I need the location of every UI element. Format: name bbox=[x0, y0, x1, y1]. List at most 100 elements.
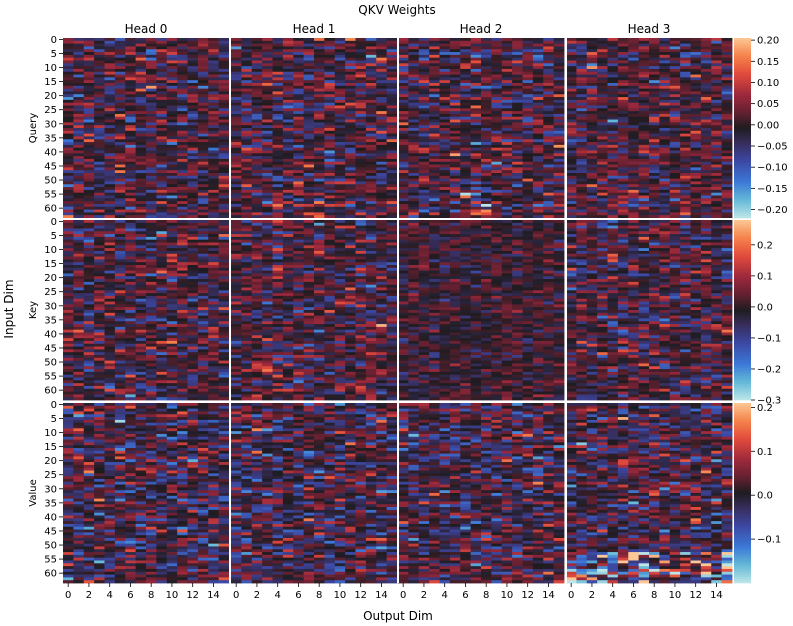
heatmap-cell bbox=[63, 193, 74, 196]
heatmap-cell bbox=[608, 162, 619, 165]
heatmap-cell bbox=[345, 131, 356, 134]
heatmap-cell bbox=[84, 153, 95, 156]
heatmap-cell bbox=[94, 167, 105, 170]
heatmap-cell bbox=[177, 165, 188, 168]
heatmap-cell bbox=[304, 148, 315, 151]
heatmap-cell bbox=[94, 145, 105, 148]
heatmap-cell bbox=[304, 120, 315, 123]
heatmap-cell bbox=[356, 207, 367, 210]
heatmap-cell bbox=[84, 75, 95, 78]
heatmap-cell bbox=[304, 198, 315, 201]
heatmap-cell bbox=[576, 198, 587, 201]
heatmap-cell bbox=[94, 293, 105, 296]
heatmap-cell bbox=[146, 251, 157, 254]
heatmap-cell bbox=[608, 165, 619, 168]
heatmap-cell bbox=[105, 176, 116, 179]
heatmap-cell bbox=[115, 165, 126, 168]
heatmap-cell bbox=[63, 352, 74, 355]
heatmap-cell bbox=[115, 108, 126, 111]
heatmap-cell bbox=[219, 349, 230, 352]
heatmap-cell bbox=[188, 226, 199, 229]
heatmap-cell bbox=[450, 173, 461, 176]
heatmap-cell bbox=[136, 285, 147, 288]
heatmap-cell bbox=[105, 248, 116, 251]
heatmap-cell bbox=[293, 153, 304, 156]
heatmap-cell bbox=[252, 52, 263, 55]
heatmap-cell bbox=[523, 89, 534, 92]
heatmap-cell bbox=[345, 167, 356, 170]
heatmap-cell bbox=[576, 49, 587, 52]
heatmap-cell bbox=[125, 196, 136, 199]
heatmap-cell bbox=[366, 170, 377, 173]
heatmap-cell bbox=[460, 207, 471, 210]
heatmap-cell bbox=[376, 198, 387, 201]
heatmap-cell bbox=[73, 162, 84, 165]
heatmap-cell bbox=[429, 210, 440, 213]
heatmap-cell bbox=[471, 173, 482, 176]
heatmap-cell bbox=[460, 100, 471, 103]
heatmap-cell bbox=[491, 176, 502, 179]
heatmap-cell bbox=[419, 156, 430, 159]
heatmap-cell bbox=[177, 120, 188, 123]
heatmap-cell bbox=[314, 134, 325, 137]
heatmap-cell bbox=[146, 103, 157, 106]
heatmap-cell bbox=[639, 139, 650, 142]
heatmap-cell bbox=[167, 268, 178, 271]
heatmap-cell bbox=[356, 212, 367, 215]
heatmap-cell bbox=[711, 75, 722, 78]
heatmap-cell bbox=[115, 369, 126, 372]
heatmap-cell bbox=[136, 63, 147, 66]
heatmap-cell bbox=[345, 212, 356, 215]
heatmap-cell bbox=[63, 75, 74, 78]
heatmap-cell bbox=[208, 184, 219, 187]
heatmap-cell bbox=[273, 55, 284, 58]
heatmap-cell bbox=[293, 72, 304, 75]
heatmap-cell bbox=[576, 69, 587, 72]
heatmap-cell bbox=[440, 80, 451, 83]
heatmap-cell bbox=[502, 114, 513, 117]
heatmap-cell bbox=[94, 248, 105, 251]
heatmap-cell bbox=[73, 139, 84, 142]
heatmap-cell bbox=[335, 167, 346, 170]
heatmap-cell bbox=[639, 86, 650, 89]
heatmap-cell bbox=[94, 259, 105, 262]
heatmap-cell bbox=[73, 80, 84, 83]
heatmap-cell bbox=[491, 190, 502, 193]
heatmap-cell bbox=[324, 91, 335, 94]
heatmap-cell bbox=[188, 120, 199, 123]
heatmap-cell bbox=[711, 120, 722, 123]
heatmap-cell bbox=[481, 86, 492, 89]
heatmap-cell bbox=[115, 358, 126, 361]
heatmap-cell bbox=[345, 190, 356, 193]
heatmap-cell bbox=[481, 212, 492, 215]
heatmap-cell bbox=[543, 198, 554, 201]
heatmap-cell bbox=[208, 63, 219, 66]
heatmap-cell bbox=[156, 347, 167, 350]
heatmap-cell bbox=[105, 223, 116, 226]
heatmap-cell bbox=[398, 148, 409, 151]
heatmap-cell bbox=[543, 204, 554, 207]
heatmap-cell bbox=[252, 153, 263, 156]
heatmap-cell bbox=[208, 257, 219, 260]
heatmap-cell bbox=[502, 131, 513, 134]
heatmap-cell bbox=[324, 103, 335, 106]
heatmap-cell bbox=[208, 259, 219, 262]
heatmap-cell bbox=[231, 212, 242, 215]
heatmap-cell bbox=[618, 145, 629, 148]
heatmap-cell bbox=[722, 75, 733, 78]
heatmap-cell bbox=[283, 83, 294, 86]
heatmap-cell bbox=[387, 196, 398, 199]
heatmap-cell bbox=[198, 184, 209, 187]
heatmap-cell bbox=[177, 333, 188, 336]
heatmap-cell bbox=[502, 41, 513, 44]
heatmap-cell bbox=[680, 61, 691, 64]
heatmap-cell bbox=[429, 187, 440, 190]
heatmap-cell bbox=[512, 162, 523, 165]
heatmap-cell bbox=[701, 58, 712, 61]
heatmap-cell bbox=[125, 248, 136, 251]
heatmap-cell bbox=[84, 248, 95, 251]
heatmap-cell bbox=[136, 234, 147, 237]
heatmap-cell bbox=[262, 61, 273, 64]
heatmap-cell bbox=[533, 114, 544, 117]
heatmap-cell bbox=[691, 162, 702, 165]
